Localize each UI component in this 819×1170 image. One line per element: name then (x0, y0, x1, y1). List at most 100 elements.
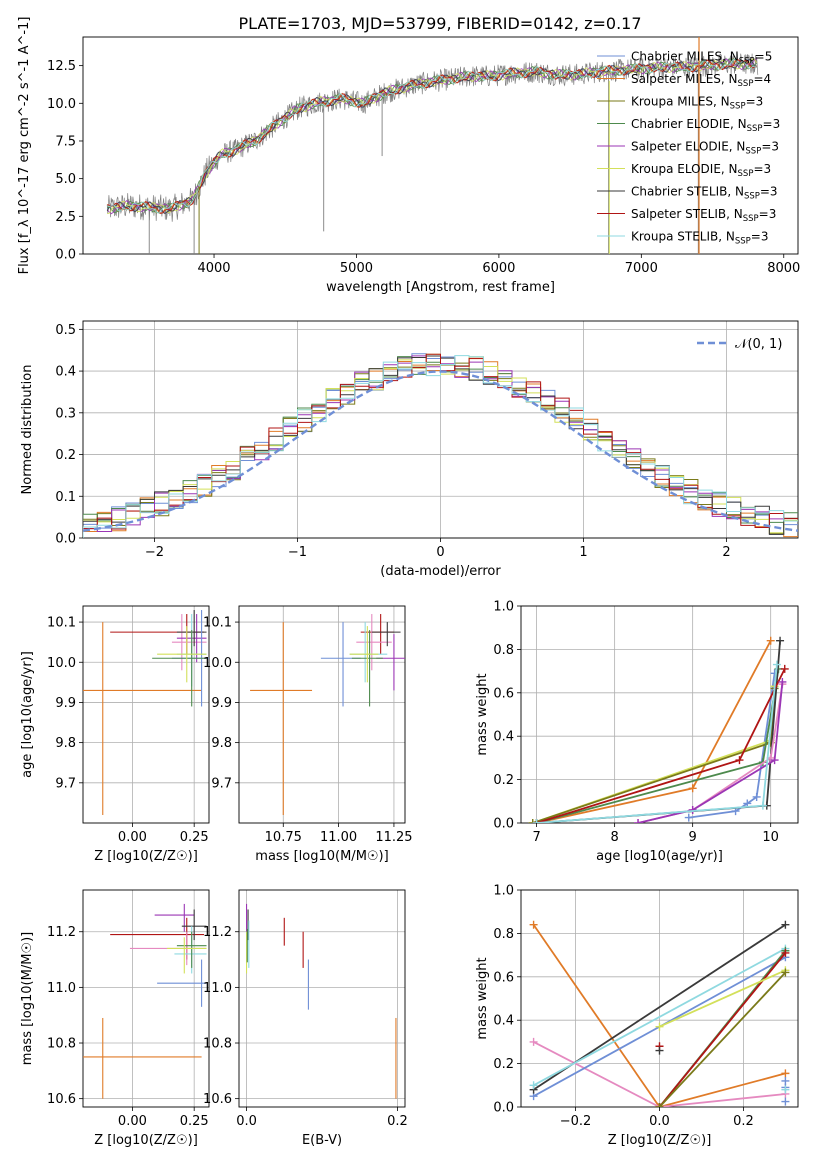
weight-line (659, 969, 786, 1028)
x-axis-label: wavelength [Angstrom, rest frame] (326, 280, 555, 295)
plot-area-mass-vs-Z (83, 903, 207, 1099)
x-axis-label: mass [log10(M/M☉)] (255, 849, 388, 864)
chart-spectrum: 4000 5000 6000 7000 8000 0.0 2.5 5.0 7.5 10.0 12.5… (17, 17, 800, 295)
y-tick-label: 11.0 (47, 981, 76, 996)
y-tick-label: 0.6 (493, 970, 514, 985)
chart-mass-vs-Z: 0.00 0.25 10.6 10.8 11.0 11.2 Z [log10(Z/Z☉)] m… (20, 889, 210, 1148)
x-tick-label: 0.0 (236, 1114, 257, 1129)
x-tick-label: 4000 (197, 261, 230, 276)
x-tick-label: 2 (722, 545, 730, 560)
weight-marker (778, 677, 787, 686)
plot-area-spectrum (106, 37, 759, 254)
weight-marker (752, 792, 761, 801)
x-tick-label: −2 (145, 545, 164, 560)
plot-area-age-vs-mass (250, 614, 405, 815)
weight-line (658, 952, 787, 1107)
y-axis-label: mass [log10(M/M☉)] (20, 932, 35, 1065)
x-tick-label: 7 (532, 830, 540, 845)
y-tick-label: 0.2 (55, 448, 76, 463)
panels-container: 4000 5000 6000 7000 80000.02.55.07.510.012.5… (17, 17, 800, 1148)
axes-frame (82, 605, 210, 824)
y-tick-label: 0.4 (55, 365, 76, 380)
y-tick-label: 0.2 (493, 1057, 514, 1072)
y-tick-label: 0.6 (493, 686, 514, 701)
weight-line (536, 640, 772, 823)
y-tick-label: 0.0 (493, 1101, 514, 1116)
y-axis-label: mass weight (475, 673, 490, 755)
axes-frame (238, 889, 406, 1108)
weight-marker (781, 1069, 790, 1078)
plot-area-weight-vs-Z (529, 920, 790, 1107)
residual-histogram (83, 355, 798, 538)
y-tick-label: 10.0 (203, 656, 232, 671)
weight-line (533, 1041, 786, 1107)
x-tick-label: 0.00 (118, 830, 147, 845)
x-tick-label: 0.25 (180, 830, 209, 845)
legend-label: Kroupa MILES, NSSP=3 (631, 95, 763, 112)
y-axis-label: age [log10(age/yr)] (20, 651, 35, 778)
weight-marker (532, 819, 541, 823)
y-tick-label: 9.9 (55, 696, 76, 711)
x-axis-label: Z [log10(Z/Z☉)] (94, 849, 198, 864)
weight-marker (758, 801, 767, 810)
legend: Chabrier MILES, NSSP=5 Salpeter MILES, NS… (597, 50, 780, 247)
legend-label: Salpeter MILES, NSSP=4 (631, 72, 771, 89)
weight-marker (688, 784, 697, 793)
legend-label: Chabrier STELIB, NSSP=3 (631, 185, 778, 202)
legend-label: Salpeter ELODIE, NSSP=3 (631, 140, 779, 157)
y-tick-label: 9.7 (55, 776, 76, 791)
weight-line (532, 686, 776, 823)
y-tick-label: 0.3 (55, 406, 76, 421)
weight-marker (634, 819, 643, 823)
x-axis-label: Z [log10(Z/Z☉)] (608, 1133, 712, 1148)
y-tick-label: 0.1 (55, 490, 76, 505)
y-tick-label: 9.8 (211, 736, 232, 751)
y-tick-label: 10.6 (203, 1092, 232, 1107)
x-tick-label: 0.00 (118, 1114, 147, 1129)
axes-frame (520, 605, 799, 824)
y-tick-label: 12.5 (47, 59, 76, 74)
observed-spectrum (106, 53, 759, 222)
chart-weight-vs-Z: −0.2 0.0 0.2 0.0 0.2 0.4 0.6 0.8 1.0 Z [log10(Z/Z… (475, 884, 799, 1148)
weight-line (533, 947, 786, 1087)
legend-label: Kroupa STELIB, NSSP=3 (631, 230, 769, 247)
weight-marker (655, 1046, 664, 1055)
y-tick-label: 11.2 (203, 925, 232, 940)
weight-marker (780, 664, 789, 673)
y-tick-label: 0.2 (493, 773, 514, 788)
legend-label: Salpeter STELIB, NSSP=3 (631, 207, 776, 224)
weight-marker (766, 636, 775, 645)
x-tick-label: 9 (689, 830, 697, 845)
y-tick-label: 1.0 (493, 884, 514, 899)
legend-label: Chabrier ELODIE, NSSP=3 (631, 117, 780, 134)
plot-area-age-vs-Z (83, 610, 209, 815)
y-tick-label: 10.6 (47, 1092, 76, 1107)
weight-marker (528, 819, 537, 823)
weight-marker (655, 1103, 664, 1107)
y-tick-label: 0.0 (493, 817, 514, 832)
x-tick-label: 11.25 (375, 830, 412, 845)
y-tick-label: 5.0 (55, 172, 76, 187)
x-tick-label: 0.0 (649, 1114, 670, 1129)
weight-line (637, 681, 784, 823)
weight-marker (781, 1097, 790, 1106)
y-axis-label: Normed distribution (20, 365, 35, 495)
weight-marker (781, 1085, 790, 1094)
weight-line (658, 971, 787, 1107)
weight-marker (772, 660, 781, 669)
normal-curve (83, 370, 798, 532)
weight-marker (735, 756, 744, 765)
model-spectrum-line (107, 58, 758, 215)
weight-marker (684, 813, 693, 822)
y-tick-label: 0.4 (493, 730, 514, 745)
legend-label: Chabrier MILES, NSSP=5 (631, 50, 772, 67)
y-tick-label: 0.0 (55, 248, 76, 263)
x-tick-label: 10.75 (265, 830, 302, 845)
x-tick-label: 1 (579, 545, 587, 560)
y-tick-label: 7.5 (55, 134, 76, 149)
y-tick-label: 10.8 (47, 1037, 76, 1052)
weight-marker (781, 968, 790, 977)
chart-age-vs-Z: 0.00 0.25 9.7 9.8 9.9 10.0 10.1 Z [log10(Z/Z☉)]… (20, 605, 210, 864)
chart-weight-vs-age: 7 8 9 10 0.0 0.2 0.4 0.6 0.8 1.0 age [log10(age/yr… (475, 600, 799, 864)
y-tick-label: 10.8 (203, 1037, 232, 1052)
